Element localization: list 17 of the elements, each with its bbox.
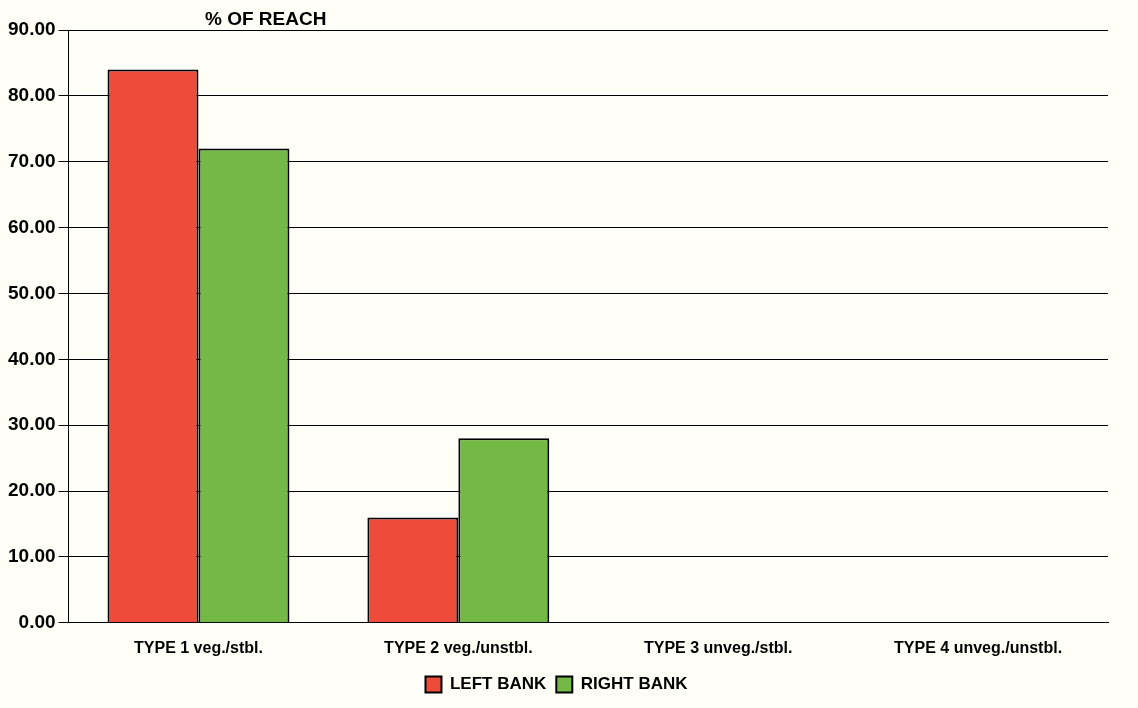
x-tick-label: TYPE 4 unveg./unstbl. — [894, 638, 1063, 656]
y-tick-label: 30.00 — [8, 413, 56, 435]
legend-label: RIGHT BANK — [580, 674, 689, 694]
y-tick-label: 60.00 — [8, 215, 56, 237]
x-tick-label: TYPE 3 unveg./stbl. — [643, 638, 793, 656]
y-tick-label: 90.00 — [8, 18, 56, 40]
y-tick-label: 0.00 — [18, 611, 56, 633]
y-tick-label: 80.00 — [8, 84, 56, 106]
y-tick-label: 70.00 — [8, 149, 56, 171]
x-tick-label: TYPE 1 veg./stbl. — [134, 638, 263, 656]
x-tick-label: TYPE 2 veg./unstbl. — [384, 638, 533, 656]
y-tick-label: 20.00 — [8, 479, 56, 501]
chart-title: % OF REACH — [205, 8, 327, 30]
y-tick-label: 10.00 — [8, 545, 56, 567]
y-tick-label: 50.00 — [8, 281, 56, 303]
y-tick-label: 40.00 — [8, 347, 56, 369]
legend-label: LEFT BANK — [449, 674, 548, 694]
